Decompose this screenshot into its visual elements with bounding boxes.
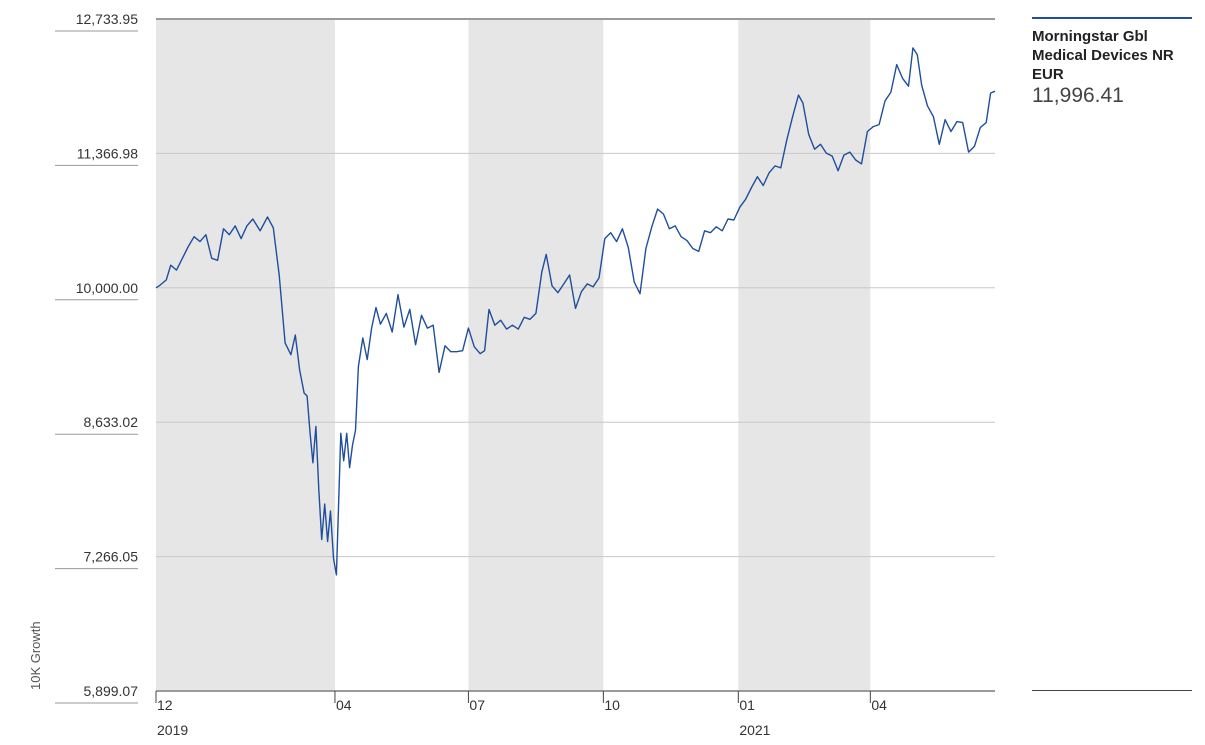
y-tick-label: 10,000.00 — [76, 280, 138, 296]
gridlines — [156, 18, 995, 692]
x-tick-year-label: 2021 — [739, 722, 770, 738]
x-tick-label: 01 — [739, 697, 755, 713]
y-axis-label: 10K Growth — [28, 621, 43, 690]
shaded-period-2 — [738, 19, 871, 691]
x-tick-label: 04 — [336, 697, 352, 713]
y-tick-label: 12,733.95 — [76, 11, 138, 27]
y-tick-label: 5,899.07 — [84, 683, 139, 699]
x-axis-ticks: 12 2019 04 07 10 01 2021 04 — [155, 691, 887, 738]
series-layer — [155, 47, 996, 576]
x-tick-label: 04 — [871, 697, 887, 713]
x-tick-label: 07 — [469, 697, 485, 713]
x-tick-label: 10 — [604, 697, 620, 713]
legend-series-value: 11,996.41 — [1032, 84, 1124, 107]
series-line — [155, 47, 996, 576]
y-axis-ticks: 12,733.95 11,366.98 10,000.00 8,633.02 7,266… — [55, 11, 139, 704]
x-tick-label: 12 — [157, 697, 173, 713]
y-tick-label: 7,266.05 — [84, 549, 139, 565]
shaded-period-1 — [468, 19, 604, 691]
legend: Morningstar Gbl Medical Devices NR EUR 1… — [1032, 17, 1192, 108]
legend-divider — [1032, 690, 1192, 691]
y-tick-label: 8,633.02 — [84, 414, 139, 430]
shaded-period-0 — [156, 19, 335, 691]
legend-series-name: Morningstar Gbl Medical Devices NR EUR — [1032, 28, 1174, 83]
x-tick-year-label: 2019 — [157, 722, 188, 738]
y-tick-label: 11,366.98 — [77, 145, 138, 161]
shaded-periods — [156, 19, 871, 691]
